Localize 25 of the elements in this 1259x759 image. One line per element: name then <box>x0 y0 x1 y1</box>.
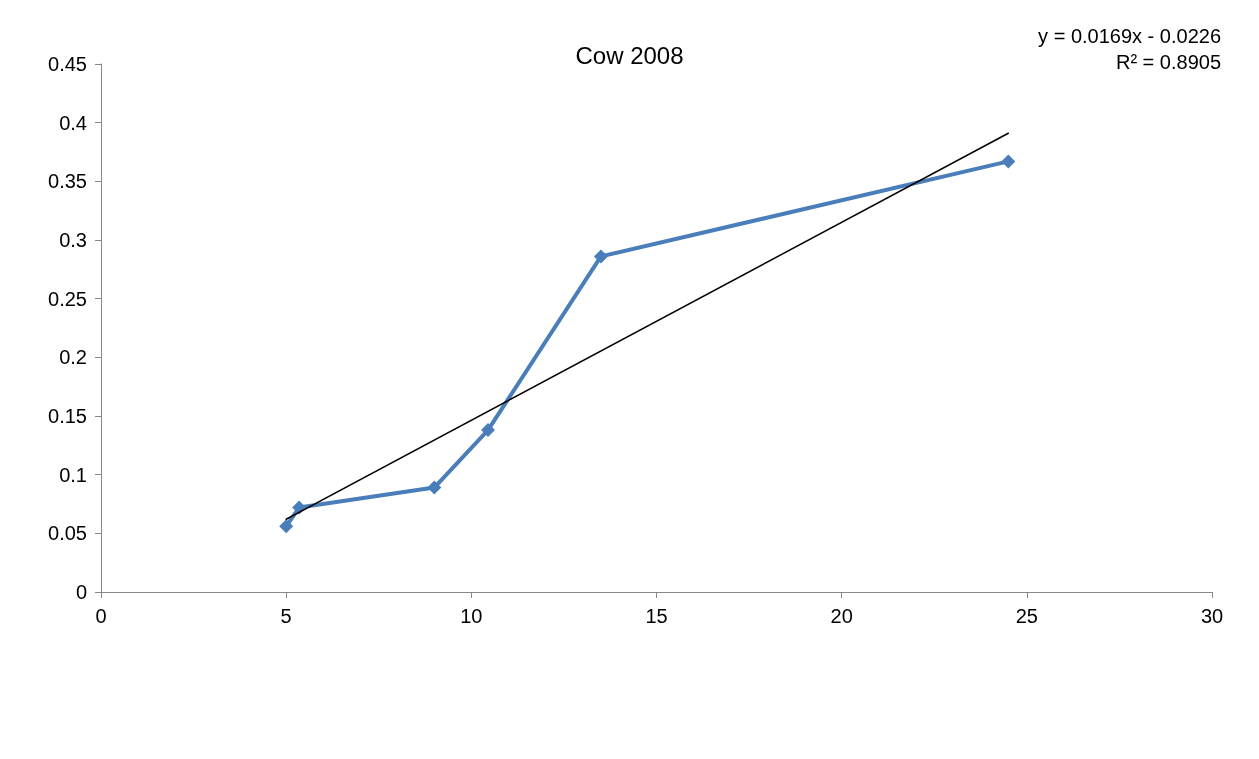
x-tick-label: 0 <box>95 605 107 627</box>
y-tick-label: 0.3 <box>59 229 87 251</box>
x-tick-label: 5 <box>280 605 292 627</box>
x-tick-label: 25 <box>1015 605 1038 627</box>
point <box>481 423 495 438</box>
y-tick-label: 0.2 <box>59 346 87 369</box>
y-tick-label: 0 <box>75 581 87 603</box>
text: y = 0.0169x - 0.0226 <box>1038 25 1222 47</box>
x-tick-label: 10 <box>460 605 483 627</box>
point <box>427 480 442 495</box>
y-tick-label: 0.45 <box>48 53 87 75</box>
point <box>1001 154 1016 169</box>
x-tick-label: 20 <box>830 605 853 627</box>
y-tick-label: 0.35 <box>48 170 87 193</box>
point <box>593 249 608 264</box>
y-tick-label: 0.15 <box>48 405 87 427</box>
annotation: R² = 0.8905 <box>1115 51 1221 73</box>
y-tick-label: 0.05 <box>48 522 87 545</box>
y-tick-label: 0.25 <box>48 287 87 310</box>
x-tick-label: 30 <box>1200 605 1224 627</box>
y-tick-label: 0.4 <box>59 111 87 134</box>
x-tick-label: 15 <box>645 605 668 627</box>
point <box>279 519 294 534</box>
y-tick-label: 0.1 <box>59 463 87 486</box>
chart-title: Cow 2008 <box>575 41 684 69</box>
